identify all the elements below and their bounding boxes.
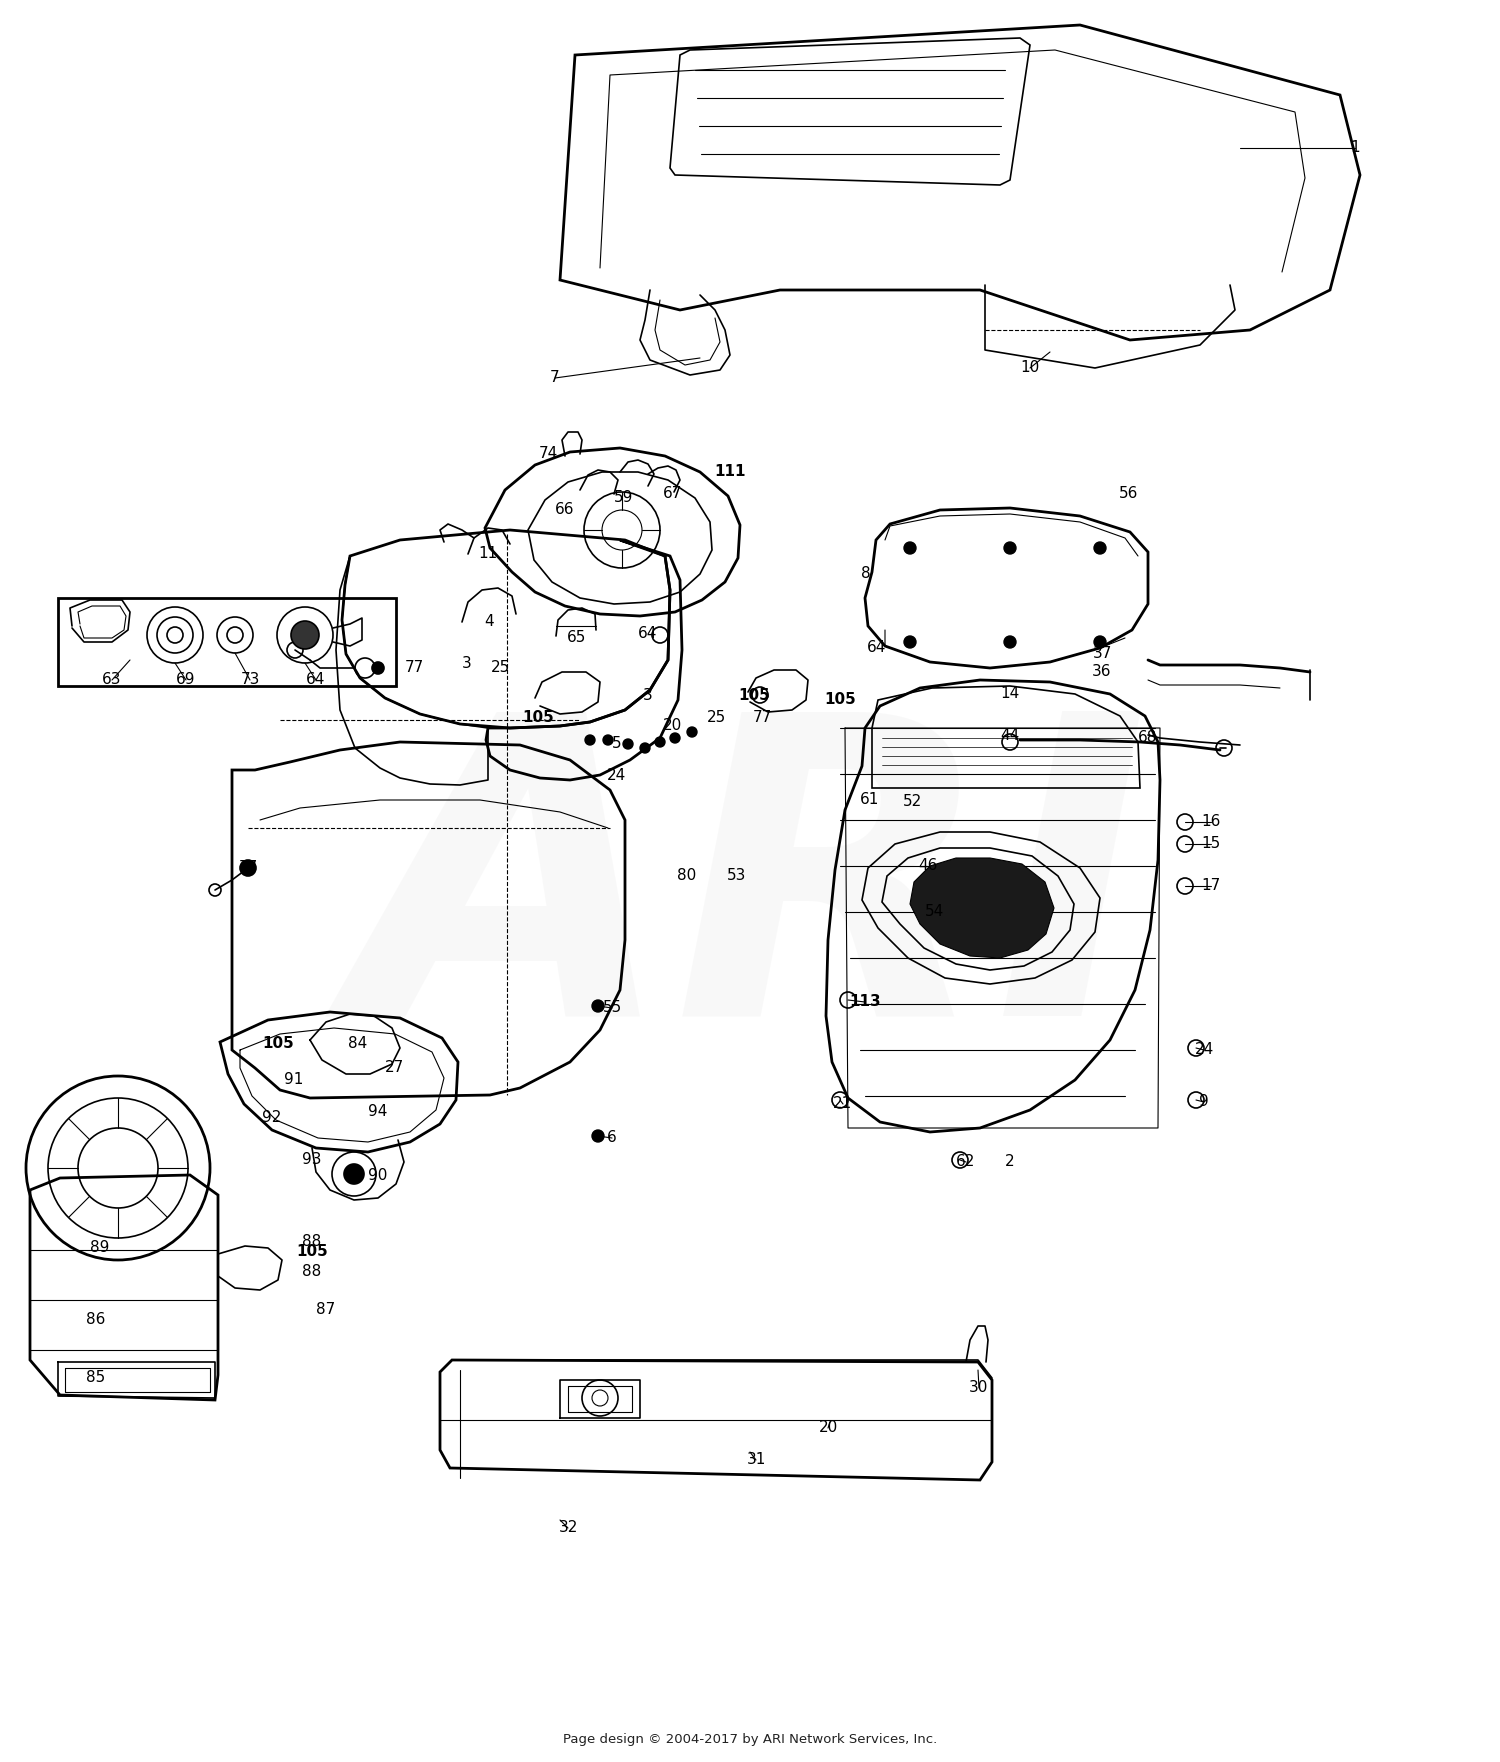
Text: 88: 88 xyxy=(303,1235,321,1249)
Text: 2: 2 xyxy=(1005,1154,1016,1170)
Text: 85: 85 xyxy=(87,1371,105,1385)
Text: 32: 32 xyxy=(558,1521,578,1535)
Circle shape xyxy=(640,744,650,752)
Text: 90: 90 xyxy=(369,1168,387,1184)
Text: 105: 105 xyxy=(522,710,554,726)
Text: 53: 53 xyxy=(728,869,747,883)
Text: 25: 25 xyxy=(492,661,510,675)
Text: 21: 21 xyxy=(834,1096,852,1112)
Text: 64: 64 xyxy=(639,626,657,641)
Text: 3: 3 xyxy=(644,687,652,703)
Text: 54: 54 xyxy=(924,904,944,920)
Text: 105: 105 xyxy=(296,1244,328,1260)
Text: 25: 25 xyxy=(708,710,726,726)
Text: 113: 113 xyxy=(849,994,880,1010)
Text: 10: 10 xyxy=(1020,361,1040,375)
Text: 30: 30 xyxy=(969,1380,988,1396)
Circle shape xyxy=(687,728,698,737)
Circle shape xyxy=(603,735,613,745)
Text: 6: 6 xyxy=(608,1131,616,1145)
Text: 15: 15 xyxy=(1202,837,1221,851)
Text: 80: 80 xyxy=(678,869,696,883)
Text: 94: 94 xyxy=(369,1105,387,1119)
Text: 63: 63 xyxy=(102,673,122,687)
Text: 88: 88 xyxy=(303,1265,321,1279)
Bar xyxy=(58,597,396,685)
Circle shape xyxy=(1004,636,1016,648)
Text: 3: 3 xyxy=(462,657,472,671)
Text: 84: 84 xyxy=(348,1036,368,1052)
Text: 1: 1 xyxy=(1350,141,1360,155)
Circle shape xyxy=(344,1165,364,1184)
Circle shape xyxy=(291,620,320,648)
Text: 65: 65 xyxy=(567,631,586,645)
Text: 24: 24 xyxy=(1194,1043,1214,1057)
Text: 4: 4 xyxy=(484,615,494,629)
Circle shape xyxy=(592,1001,604,1011)
Circle shape xyxy=(240,860,256,876)
Text: 73: 73 xyxy=(240,673,260,687)
Text: 87: 87 xyxy=(316,1302,336,1318)
Text: ARI: ARI xyxy=(351,698,1149,1101)
Text: 16: 16 xyxy=(1202,814,1221,830)
Text: 20: 20 xyxy=(819,1420,837,1436)
Circle shape xyxy=(1004,543,1016,553)
Polygon shape xyxy=(910,858,1054,959)
Circle shape xyxy=(592,1129,604,1142)
Text: 17: 17 xyxy=(1202,879,1221,893)
Text: 52: 52 xyxy=(903,795,921,809)
Text: 77: 77 xyxy=(238,860,258,876)
Text: 9: 9 xyxy=(1198,1094,1209,1110)
Text: 105: 105 xyxy=(738,687,770,703)
Circle shape xyxy=(1094,636,1106,648)
Text: 44: 44 xyxy=(1000,728,1020,742)
Circle shape xyxy=(670,733,680,744)
Circle shape xyxy=(904,636,916,648)
Text: 36: 36 xyxy=(1092,664,1112,680)
Text: 111: 111 xyxy=(714,465,746,479)
Circle shape xyxy=(904,543,916,553)
Text: 14: 14 xyxy=(1000,687,1020,701)
Text: 93: 93 xyxy=(302,1152,321,1168)
Circle shape xyxy=(585,735,596,745)
Text: 92: 92 xyxy=(262,1110,282,1126)
Text: 31: 31 xyxy=(747,1452,765,1468)
Text: 86: 86 xyxy=(87,1313,105,1327)
Text: 46: 46 xyxy=(918,858,938,874)
Text: 67: 67 xyxy=(663,486,682,502)
Text: 64: 64 xyxy=(867,641,886,655)
Text: 56: 56 xyxy=(1119,486,1138,502)
Text: 24: 24 xyxy=(606,768,625,784)
Text: 5: 5 xyxy=(612,737,622,752)
Text: 68: 68 xyxy=(1138,729,1158,745)
Text: 7: 7 xyxy=(550,370,560,386)
Text: 89: 89 xyxy=(90,1240,110,1256)
Text: 66: 66 xyxy=(555,502,574,518)
Text: 27: 27 xyxy=(384,1061,404,1075)
Text: 77: 77 xyxy=(405,661,423,675)
Text: Page design © 2004-2017 by ARI Network Services, Inc.: Page design © 2004-2017 by ARI Network S… xyxy=(562,1734,938,1746)
Text: 91: 91 xyxy=(285,1073,303,1087)
Text: 74: 74 xyxy=(538,446,558,460)
Text: 8: 8 xyxy=(861,567,871,581)
Text: 62: 62 xyxy=(957,1154,975,1170)
Text: 20: 20 xyxy=(663,719,681,733)
Text: 64: 64 xyxy=(306,673,326,687)
Text: 61: 61 xyxy=(861,793,879,807)
Circle shape xyxy=(1094,543,1106,553)
Text: 105: 105 xyxy=(262,1036,294,1052)
Text: 55: 55 xyxy=(603,1001,621,1015)
Text: 69: 69 xyxy=(177,673,195,687)
Circle shape xyxy=(656,737,664,747)
Circle shape xyxy=(372,663,384,675)
Text: 11: 11 xyxy=(478,546,498,562)
Text: 59: 59 xyxy=(615,490,633,506)
Circle shape xyxy=(622,738,633,749)
Text: 105: 105 xyxy=(824,691,856,707)
Text: 37: 37 xyxy=(1092,647,1112,661)
Text: 77: 77 xyxy=(753,710,771,726)
